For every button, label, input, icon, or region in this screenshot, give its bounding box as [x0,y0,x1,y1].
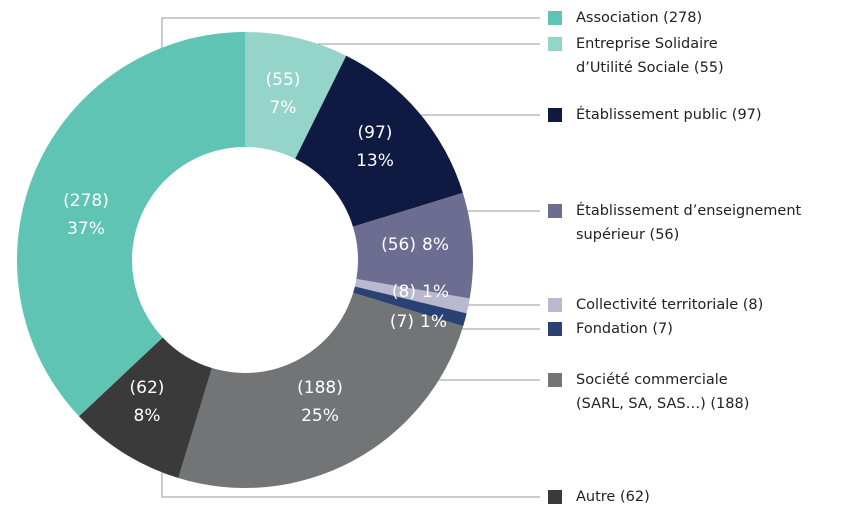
value-label: (278) [63,191,109,211]
legend-label: Établissement public (97) [576,106,762,123]
percent-label: 7% [270,98,297,118]
legend-swatch [548,11,562,25]
percent-label: 13% [356,151,394,171]
legend-label: (SARL, SA, SAS…) (188) [576,396,749,412]
percent-label: 8% [134,406,161,426]
donut-segment [78,337,212,479]
value-label: (56) [381,235,416,255]
legend-label: Association (278) [576,10,702,26]
leader-line [161,472,540,498]
legend-label: supérieur (56) [576,227,679,243]
legend-label: Autre (62) [576,489,650,505]
percent-label: 37% [67,219,105,239]
legend-swatch [548,322,562,336]
percent-label: 25% [301,406,339,426]
legend-label: Entreprise Solidaire [576,36,718,52]
donut-segment [295,55,463,227]
donut-segment [245,32,347,159]
donut-segment [354,279,470,314]
donut-segment [353,286,467,327]
percent-label: 8% [422,235,449,255]
legend-label: Collectivité territoriale (8) [576,297,763,313]
legend-label: Fondation (7) [576,321,673,337]
legend-swatch [548,108,562,122]
donut-segment [178,292,464,489]
legend-swatch [548,490,562,504]
value-label: (55) [266,70,301,90]
legend-swatch [548,37,562,51]
donut-segment [17,32,245,417]
value-label: (188) [297,378,343,398]
percent-label: 1% [420,312,447,332]
legend-label: d’Utilité Sociale (55) [576,60,724,76]
leader-line [161,17,540,48]
legend-swatch [548,298,562,312]
value-label: (8) [392,282,416,302]
legend-label: Établissement d’enseignement [576,202,802,219]
value-label: (97) [358,123,393,143]
legend-label: Société commerciale [576,372,728,388]
legend-swatch [548,204,562,218]
value-label: (7) [390,312,414,332]
value-label: (62) [130,378,165,398]
donut-segment [352,192,473,299]
percent-label: 1% [422,282,449,302]
legend-swatch [548,373,562,387]
